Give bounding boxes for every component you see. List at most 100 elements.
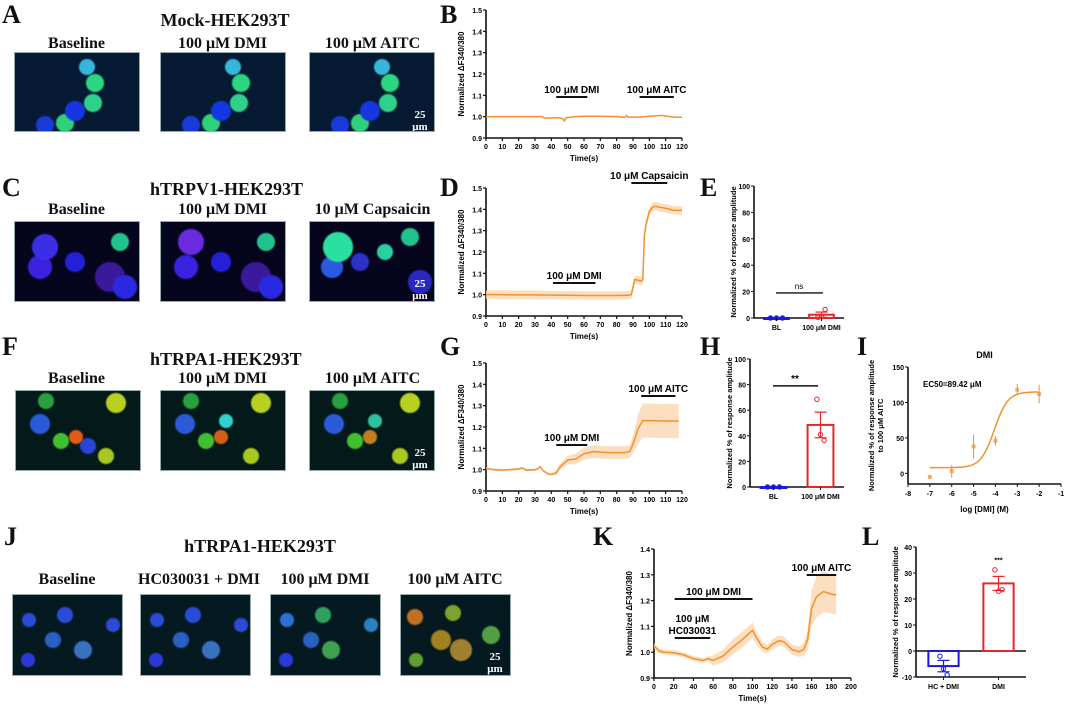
svg-text:80: 80 [613,497,621,504]
svg-text:50: 50 [896,436,904,443]
svg-text:30: 30 [531,497,539,504]
svg-text:1.2: 1.2 [472,425,482,432]
svg-text:40: 40 [547,497,555,504]
svg-text:1.3: 1.3 [472,404,482,411]
svg-text:40: 40 [742,263,750,270]
micrograph-f-aitc: 25 μm [309,390,435,471]
svg-text:20: 20 [515,322,523,329]
micrograph-a-dmi [160,52,286,132]
svg-text:80: 80 [729,684,737,691]
svg-text:100 μM DMI: 100 μM DMI [544,433,599,444]
svg-text:0.9: 0.9 [472,489,482,496]
svg-text:Time(s): Time(s) [570,332,599,340]
svg-text:1.5: 1.5 [472,186,482,193]
svg-text:50: 50 [564,497,572,504]
svg-text:1.0: 1.0 [640,650,650,657]
svg-text:1.2: 1.2 [472,250,482,257]
svg-text:10: 10 [904,623,912,630]
svg-text:180: 180 [825,684,837,691]
svg-text:0: 0 [746,316,750,323]
svg-text:90: 90 [629,322,637,329]
svg-text:80: 80 [738,383,746,390]
svg-text:0.9: 0.9 [472,136,482,143]
chart-i-dose-response: 0 50 100 150 -8 -7 -6 -5 -4 -3 -2 -1 log [DMI] (M) DM… [867,350,1064,514]
svg-text:110: 110 [660,144,671,151]
svg-text:-5: -5 [970,491,976,498]
svg-text:120: 120 [676,497,688,504]
svg-text:110: 110 [660,322,671,329]
svg-text:20: 20 [670,684,678,691]
svg-text:100 μM AITC: 100 μM AITC [792,563,852,574]
svg-text:20: 20 [742,290,750,297]
panel-c-cond-1: Baseline [48,201,105,218]
svg-text:100: 100 [747,684,759,691]
svg-text:10: 10 [498,497,506,504]
scale-bar: 25 μm [408,278,432,301]
svg-text:100 μM DMI: 100 μM DMI [802,325,841,332]
panel-j-cond-4: 100 μM AITC [407,571,503,588]
svg-text:1.0: 1.0 [472,293,482,300]
scale-label: 25 μm [412,447,428,471]
panel-label-k: K [593,522,614,551]
svg-text:100: 100 [643,144,655,151]
panel-label-f: F [2,332,18,361]
scale-label: 25 μm [412,109,428,132]
svg-text:1.5: 1.5 [472,8,482,15]
svg-text:70: 70 [596,144,604,151]
panel-a-cond-3: 100 μM AITC [324,35,421,52]
svg-text:-4: -4 [992,491,998,498]
scale-label: 25 μm [487,651,503,675]
panel-j-cond-3: 100 μM DMI [280,571,370,588]
svg-text:-3: -3 [1014,491,1020,498]
micrograph-a-baseline [14,52,140,132]
svg-text:10: 10 [498,322,506,329]
svg-text:70: 70 [596,497,604,504]
svg-text:10 μM Capsaicin: 10 μM Capsaicin [610,171,688,182]
svg-text:1.4: 1.4 [472,29,482,36]
panel-label-i: I [857,332,868,361]
svg-text:0: 0 [484,144,488,151]
scale-bar: 25 μm [483,651,507,675]
svg-text:Normalized ΔF340/380: Normalized ΔF340/380 [457,384,466,469]
svg-text:0: 0 [652,684,656,691]
svg-text:Normalized % of response ampli: Normalized % of response amplitude [867,360,876,491]
micrograph-c-capsaicin: 25 μm [309,221,435,302]
panel-c-cond-2: 100 μM DMI [177,201,268,218]
svg-text:100 μM DMI: 100 μM DMI [801,494,840,501]
svg-text:1.5: 1.5 [472,361,482,368]
svg-text:20: 20 [904,597,912,604]
svg-text:120: 120 [676,144,688,151]
svg-text:ns: ns [795,282,803,291]
chart-d-trace: 0.9 1.0 1.1 1.2 1.3 1.4 1.5 0 10 20 30 40 50 60 70 80 90… [457,171,689,340]
svg-text:110: 110 [660,497,671,504]
panel-label-e: E [700,173,718,202]
svg-text:20: 20 [738,459,746,466]
svg-text:1.3: 1.3 [472,229,482,236]
micrograph-c-dmi [160,221,286,302]
panel-f-title: hTRPA1-HEK293T [150,349,302,369]
svg-text:140: 140 [786,684,798,691]
svg-text:1.4: 1.4 [640,547,650,554]
svg-text:BL: BL [769,494,779,501]
svg-text:80: 80 [742,210,750,217]
svg-text:90: 90 [629,144,637,151]
svg-text:0: 0 [742,485,746,492]
panel-a-title: Mock-HEK293T [160,10,290,30]
micrograph-j-dmi [270,594,381,676]
svg-text:1.1: 1.1 [472,93,482,100]
chart-b-trace: 0.9 1.0 1.1 1.2 1.3 1.4 1.5 0 10 20 30 40 50 60 70 80 90… [457,8,688,163]
panel-j-title: hTRPA1-HEK293T [184,536,336,556]
micrograph-j-hc-dmi [140,594,251,676]
svg-text:-2: -2 [1036,491,1042,498]
svg-text:-8: -8 [905,491,911,498]
svg-text:1.3: 1.3 [472,51,482,58]
svg-text:10: 10 [498,144,506,151]
svg-text:-10: -10 [902,675,912,682]
svg-text:1.4: 1.4 [472,382,482,389]
svg-text:DMI: DMI [976,350,993,360]
svg-text:60: 60 [738,408,746,415]
svg-text:30: 30 [531,144,539,151]
svg-text:0: 0 [900,471,904,478]
